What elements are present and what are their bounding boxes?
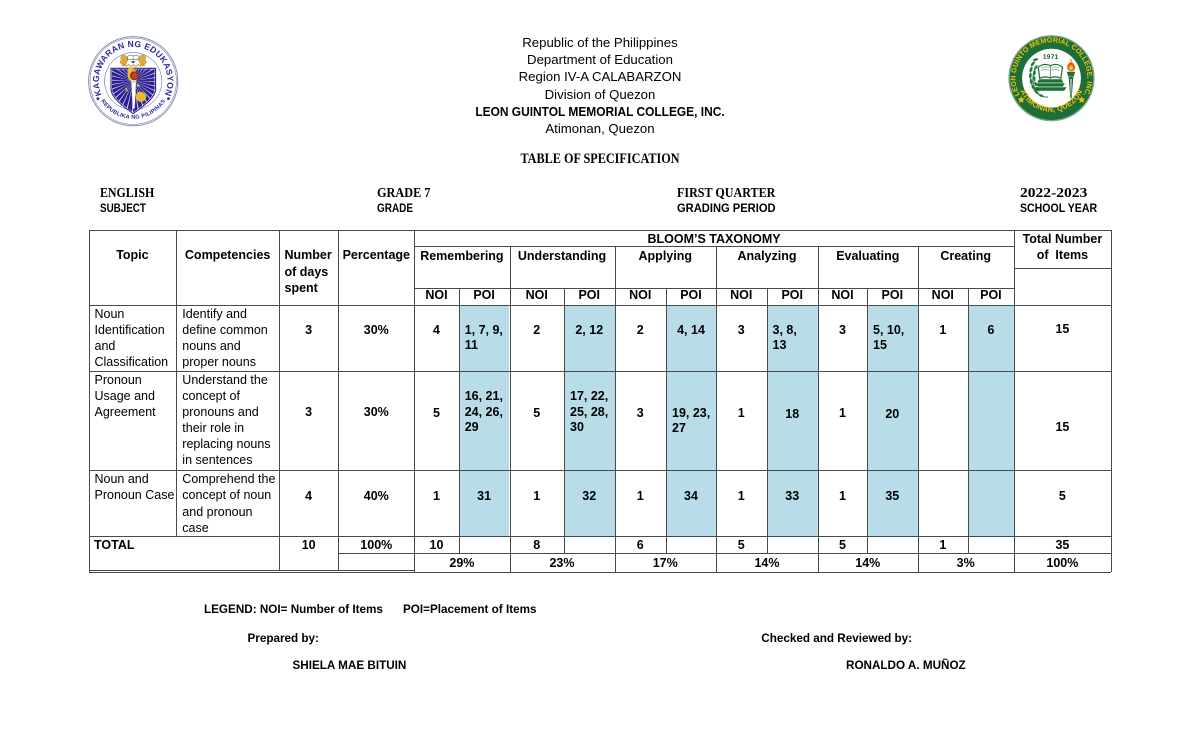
svg-text:1971: 1971 bbox=[1042, 54, 1058, 61]
